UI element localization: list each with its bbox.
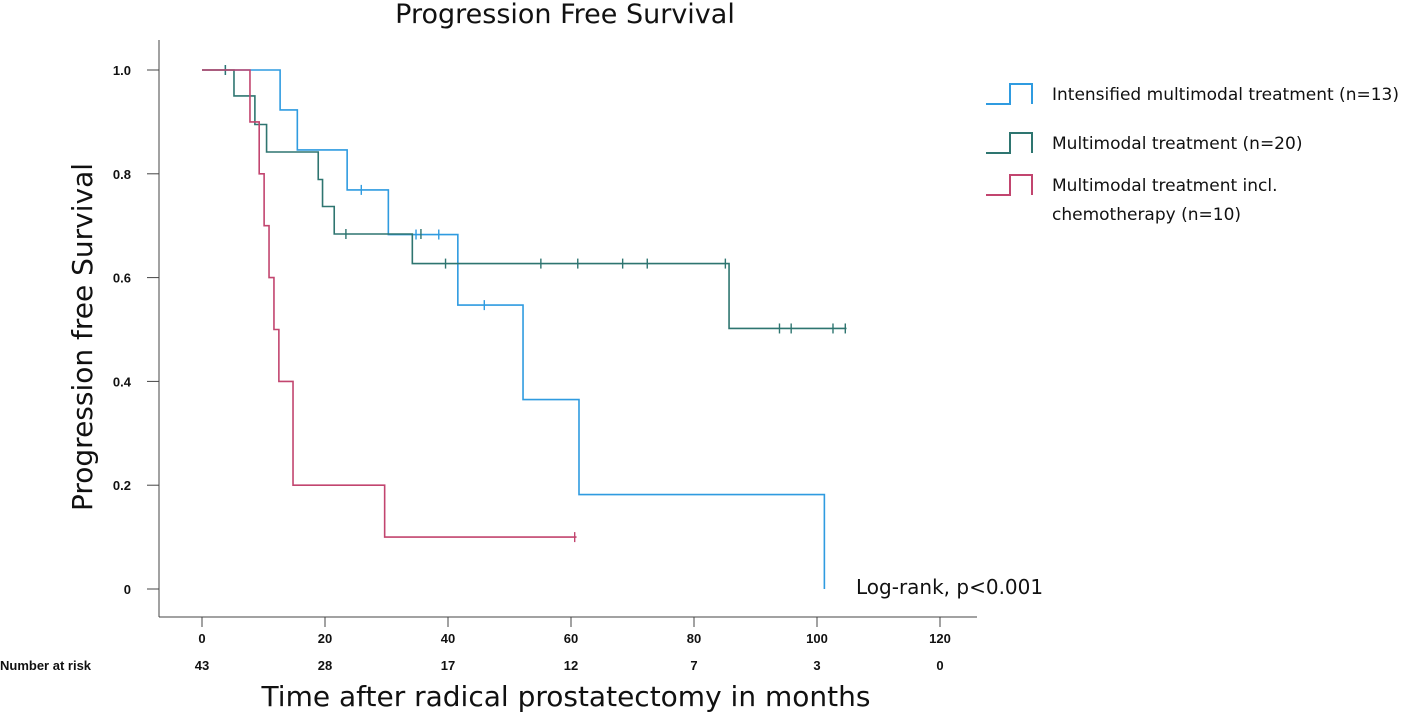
y-tick-label: 0.4	[113, 374, 132, 389]
x-tick-label: 120	[929, 631, 951, 646]
x-tick-label: 40	[441, 631, 455, 646]
legend-label: Intensified multimodal treatment (n=13)	[1052, 85, 1399, 105]
chart-title: Progression Free Survival	[395, 0, 735, 30]
survival-curve-3	[202, 69, 577, 538]
legend-label: Multimodal treatment incl.	[1052, 176, 1278, 196]
risk-count: 0	[936, 658, 943, 673]
survival-curves	[202, 65, 847, 589]
y-axis-label: Progression free Survival	[66, 163, 99, 511]
legend-label: Multimodal treatment (n=20)	[1052, 134, 1302, 154]
x-tick-label: 60	[564, 631, 578, 646]
legend-label: chemotherapy (n=10)	[1052, 205, 1241, 225]
survival-curve-1	[202, 69, 826, 589]
y-tick-label: 1.0	[113, 63, 131, 78]
risk-count: 3	[813, 658, 820, 673]
y-tick-label: 0	[124, 582, 131, 597]
risk-table: Number at risk 43 28 17 12 7 3 0	[0, 658, 944, 673]
x-tick-label: 0	[198, 631, 205, 646]
x-tick-label: 20	[318, 631, 332, 646]
x-tick-label: 80	[687, 631, 701, 646]
y-tick-label: 0.8	[113, 167, 131, 182]
legend-symbol-2	[986, 132, 1033, 154]
x-axis-label: Time after radical prostatectomy in mont…	[261, 680, 871, 713]
legend-symbol-3	[986, 174, 1033, 196]
legend: Intensified multimodal treatment (n=13) M…	[986, 83, 1399, 225]
survival-curve-2	[202, 69, 847, 330]
legend-symbol-1	[986, 83, 1033, 105]
risk-count: 17	[441, 658, 455, 673]
risk-count: 28	[318, 658, 332, 673]
risk-count: 7	[690, 658, 697, 673]
y-tick-label: 0.2	[113, 478, 131, 493]
risk-count: 43	[195, 658, 209, 673]
x-ticks: 0 20 40 60 80 100 120	[198, 617, 951, 646]
log-rank-annotation: Log-rank, p<0.001	[856, 575, 1043, 599]
y-ticks: 1.0 0.8 0.6 0.4 0.2 0	[113, 63, 159, 597]
y-tick-label: 0.6	[113, 271, 131, 286]
risk-table-label: Number at risk	[0, 658, 92, 673]
risk-count: 12	[564, 658, 578, 673]
x-tick-label: 100	[806, 631, 828, 646]
